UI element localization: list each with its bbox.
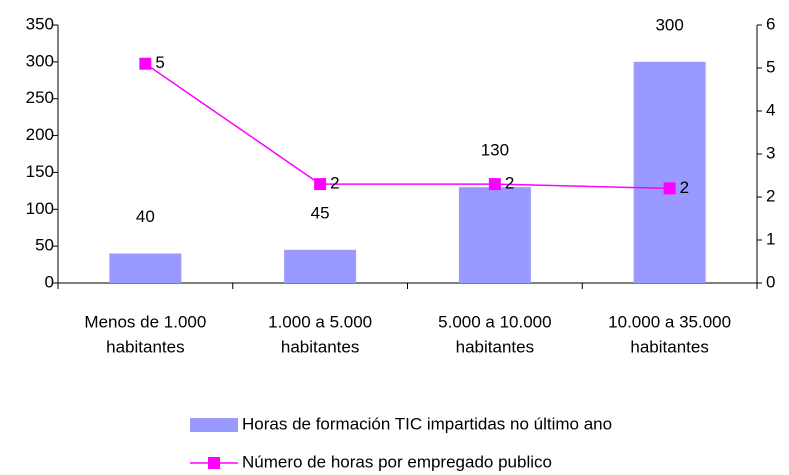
x-tick-label: habitantes xyxy=(281,337,359,356)
y2-tick-label: 2 xyxy=(766,186,775,205)
y2-tick-label: 4 xyxy=(766,100,775,119)
x-tick-label: habitantes xyxy=(106,337,184,356)
bar xyxy=(458,187,531,283)
y-tick-label: 150 xyxy=(26,162,54,181)
line-label: 2 xyxy=(680,178,689,197)
line-label: 5 xyxy=(155,53,164,72)
x-tick-label: 5.000 a 10.000 xyxy=(438,312,551,331)
y2-tick-label: 0 xyxy=(766,272,775,291)
legend-swatch xyxy=(190,418,238,432)
bar-label: 45 xyxy=(311,203,330,222)
line-marker xyxy=(314,178,327,191)
y-tick-label: 300 xyxy=(26,51,54,70)
x-tick-label: 1.000 a 5.000 xyxy=(268,312,372,331)
bar xyxy=(109,253,182,283)
y2-tick-label: 5 xyxy=(766,57,775,76)
y2-tick-label: 3 xyxy=(766,143,775,162)
bar-label: 40 xyxy=(136,207,155,226)
line-label: 2 xyxy=(330,174,339,193)
legend-label: Horas de formación TIC impartidas no últ… xyxy=(242,414,612,433)
line-marker xyxy=(488,178,501,191)
y-tick-label: 250 xyxy=(26,88,54,107)
x-tick-label: Menos de 1.000 xyxy=(84,312,206,331)
y-tick-label: 50 xyxy=(35,236,54,255)
line-label: 2 xyxy=(505,174,514,193)
y-tick-label: 200 xyxy=(26,125,54,144)
y2-tick-label: 1 xyxy=(766,229,775,248)
y-tick-label: 100 xyxy=(26,199,54,218)
bar xyxy=(633,61,706,283)
line-marker xyxy=(139,57,152,70)
bar-label: 130 xyxy=(481,141,509,160)
y2-tick-label: 6 xyxy=(766,14,775,33)
line xyxy=(144,63,670,190)
y-tick-label: 0 xyxy=(45,272,54,291)
bar-label: 300 xyxy=(655,15,683,34)
bar xyxy=(284,249,357,283)
x-tick-label: habitantes xyxy=(630,337,708,356)
x-tick-label: 10.000 a 35.000 xyxy=(608,312,731,331)
x-tick-label: habitantes xyxy=(456,337,534,356)
legend-label: Número de horas por empregado publico xyxy=(242,452,552,471)
legend-marker xyxy=(208,457,220,469)
line-marker xyxy=(663,182,676,195)
y-tick-label: 350 xyxy=(26,14,54,33)
